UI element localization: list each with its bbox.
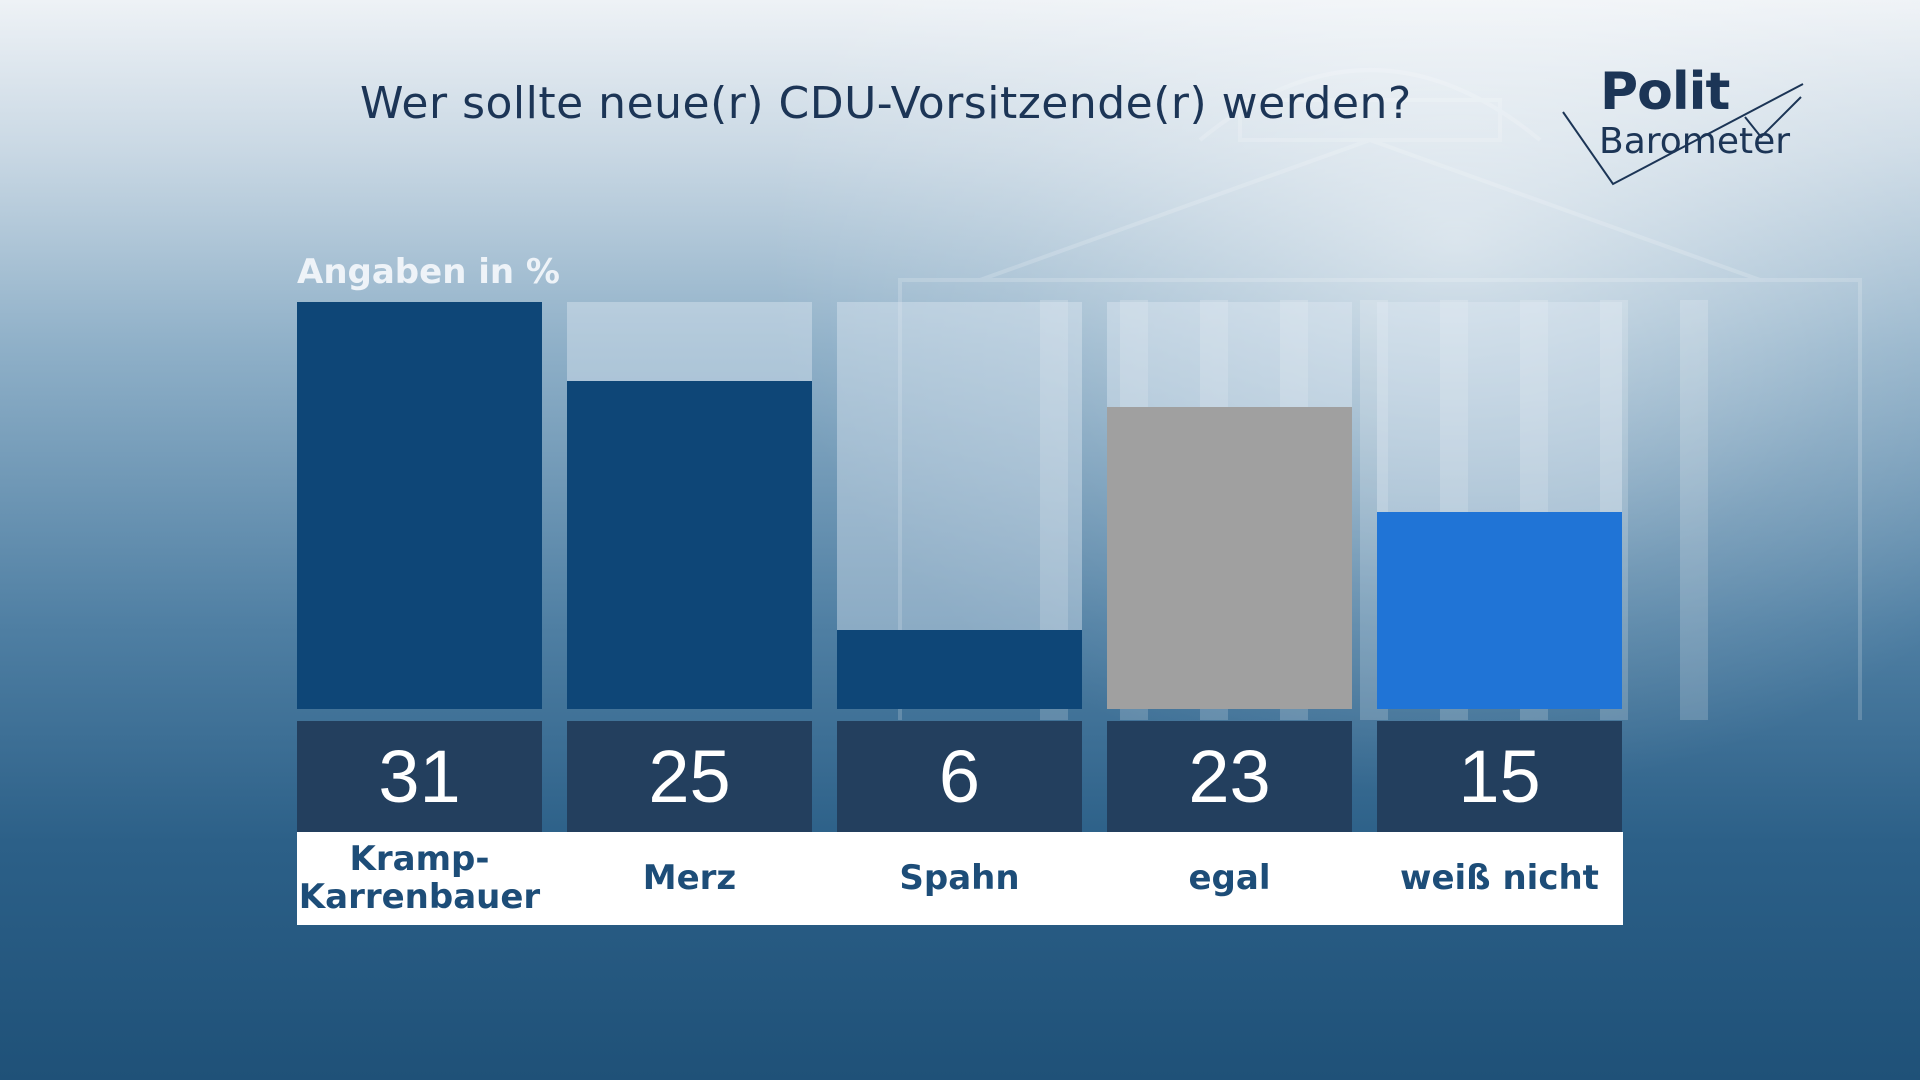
politbarometer-logo: Polit Barometer — [1555, 62, 1805, 192]
data-label-2: 6 — [837, 721, 1082, 832]
unit-label: Angaben in % — [297, 252, 561, 292]
category-label-strip: Kramp- Karrenbauer Merz Spahn egal weiß nich… — [297, 832, 1623, 925]
checkmark-icon — [1562, 83, 1804, 186]
data-label-3: 23 — [1107, 721, 1352, 832]
bar-1 — [567, 381, 812, 709]
data-label-0: 31 — [297, 721, 542, 832]
bar-0 — [297, 302, 542, 709]
logo-text-barometer: Barometer — [1599, 121, 1791, 162]
data-label-4: 15 — [1377, 721, 1622, 832]
bar-3 — [1107, 407, 1352, 709]
category-label-3: egal — [1188, 857, 1271, 898]
category-label-4: weiß nicht — [1400, 857, 1599, 898]
bar-4 — [1377, 512, 1622, 709]
logo-text-polit: Polit — [1600, 62, 1730, 122]
category-label-0: Kramp- Karrenbauer — [298, 839, 541, 917]
data-label-1: 25 — [567, 721, 812, 832]
category-label-1: Merz — [642, 857, 737, 898]
bar-chart: Kramp- Karrenbauer Merz Spahn egal weiß nich… — [297, 302, 1623, 925]
bar-2 — [837, 630, 1082, 709]
category-label-2: Spahn — [899, 857, 1020, 898]
chart-title: Wer sollte neue(r) CDU-Vorsitzende(r) we… — [360, 78, 1412, 129]
